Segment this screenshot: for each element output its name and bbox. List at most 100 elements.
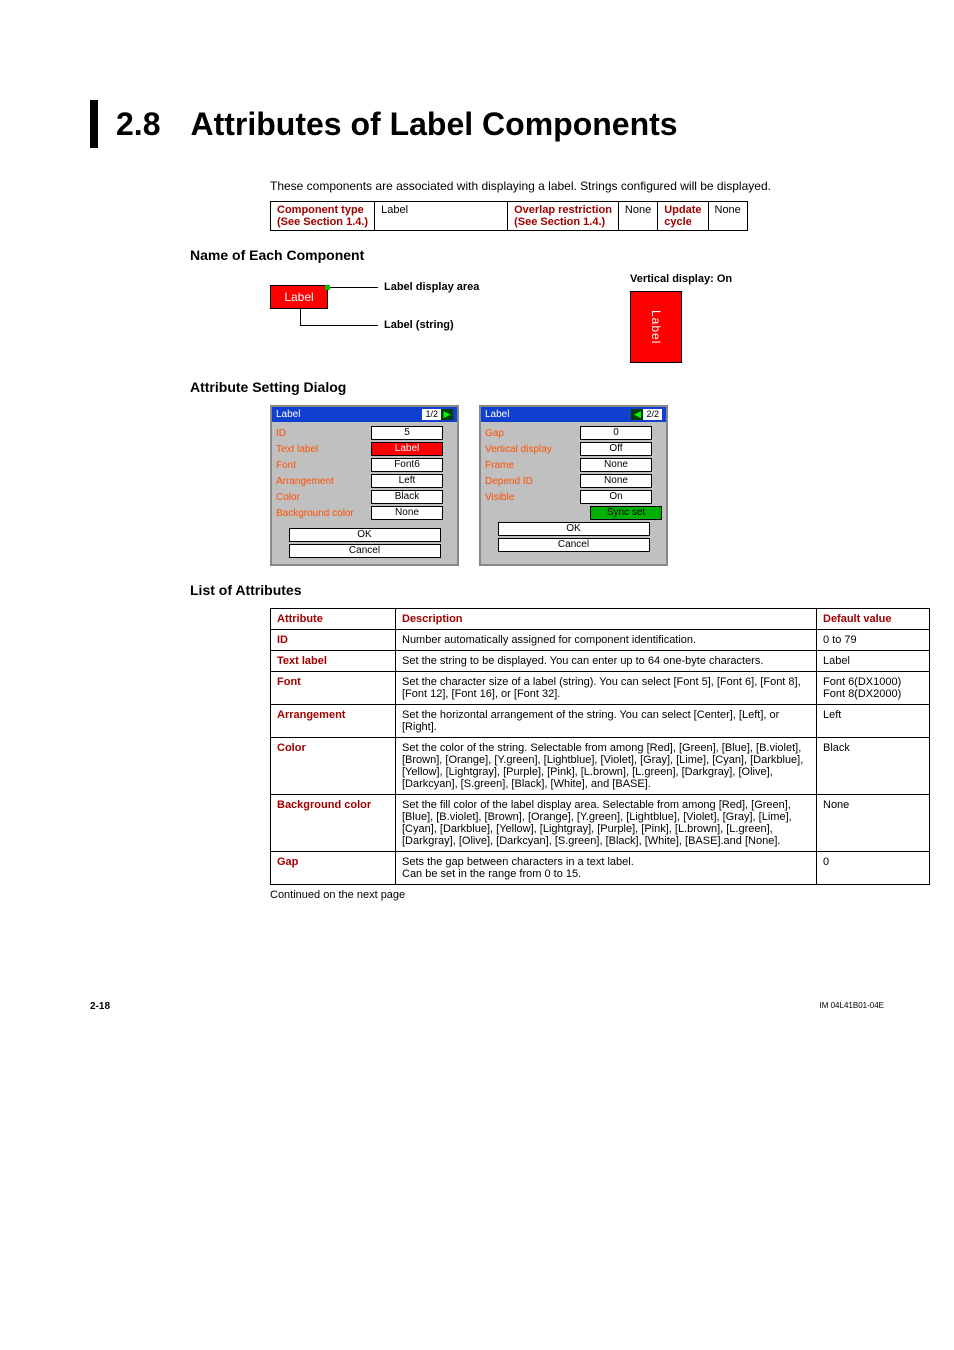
dialog-row: VisibleOn bbox=[485, 490, 662, 504]
dialog-field-label: Gap bbox=[485, 428, 580, 439]
dialog-row: FrameNone bbox=[485, 458, 662, 472]
attr-default-cell: Black bbox=[817, 738, 930, 795]
attr-default-cell: Label bbox=[817, 651, 930, 672]
diagram-area: Label Label display area Label (string) … bbox=[270, 273, 884, 363]
dialog-row: ID5 bbox=[276, 426, 453, 440]
type-header-2: Overlap restriction(See Section 1.4.) bbox=[508, 202, 619, 231]
attr-name-cell: Text label bbox=[271, 651, 396, 672]
diagram-left: Label Label display area Label (string) bbox=[270, 273, 550, 363]
attr-header-attribute: Attribute bbox=[271, 609, 396, 630]
pager-prev-icon[interactable]: ◀ bbox=[631, 409, 643, 420]
sync-set-button[interactable]: Sync set bbox=[590, 506, 662, 520]
diagram-right: Vertical display: On Label bbox=[630, 273, 790, 363]
attr-header-description: Description bbox=[396, 609, 817, 630]
attr-name-cell: ID bbox=[271, 630, 396, 651]
dialog-field-label: Font bbox=[276, 460, 371, 471]
attr-name-cell: Arrangement bbox=[271, 705, 396, 738]
attr-name-cell: Gap bbox=[271, 852, 396, 885]
component-type-table: Component type(See Section 1.4.) Label O… bbox=[270, 201, 748, 231]
dialog-field-value[interactable]: 5 bbox=[371, 426, 443, 440]
pager-next-icon[interactable]: ▶ bbox=[441, 409, 453, 420]
type-value-1: Label bbox=[375, 202, 508, 231]
chapter-title: Attributes of Label Components bbox=[190, 106, 677, 143]
dialog2-title: Label bbox=[485, 409, 509, 420]
attr-default-cell: None bbox=[817, 795, 930, 852]
dialog-field-value[interactable]: Black bbox=[371, 490, 443, 504]
chapter-title-row: 2.8 Attributes of Label Components bbox=[90, 100, 884, 148]
cancel-button[interactable]: Cancel bbox=[498, 538, 650, 552]
chapter-number: 2.8 bbox=[116, 106, 160, 143]
table-row: ArrangementSet the horizontal arrangemen… bbox=[271, 705, 930, 738]
attr-default-cell: 0 bbox=[817, 852, 930, 885]
dialog-field-value[interactable]: Label bbox=[371, 442, 443, 456]
dialog-field-label: Visible bbox=[485, 492, 580, 503]
dialog-row: Depend IDNone bbox=[485, 474, 662, 488]
vertical-title: Vertical display: On bbox=[630, 273, 790, 285]
dialog-field-value[interactable]: 0 bbox=[580, 426, 652, 440]
attr-default-cell: 0 to 79 bbox=[817, 630, 930, 651]
attr-desc-cell: Set the horizontal arrangement of the st… bbox=[396, 705, 817, 738]
dialog-row: Vertical displayOff bbox=[485, 442, 662, 456]
dialog1-pager: 1/2 ▶ bbox=[422, 409, 453, 420]
continued-note: Continued on the next page bbox=[270, 889, 884, 901]
attr-desc-cell: Set the string to be displayed. You can … bbox=[396, 651, 817, 672]
dialog2-pager: ◀ 2/2 bbox=[631, 409, 662, 420]
dialog-field-label: Vertical display bbox=[485, 444, 580, 455]
dialog-2: Label ◀ 2/2 Gap0Vertical displayOffFrame… bbox=[479, 405, 668, 566]
type-value-3: None bbox=[708, 202, 747, 231]
dialog-row: ColorBlack bbox=[276, 490, 453, 504]
attributes-table: Attribute Description Default value IDNu… bbox=[270, 608, 930, 885]
anno-label-string: Label (string) bbox=[384, 319, 454, 331]
footer-page-number: 2-18 bbox=[90, 1001, 110, 1012]
section-attr-dialog: Attribute Setting Dialog bbox=[190, 379, 884, 395]
cancel-button[interactable]: Cancel bbox=[289, 544, 441, 558]
chapter-bar bbox=[90, 100, 98, 148]
dialog-field-label: Depend ID bbox=[485, 476, 580, 487]
anno-display-area: Label display area bbox=[384, 281, 479, 293]
dialog-row: FontFont6 bbox=[276, 458, 453, 472]
dialog-field-label: Color bbox=[276, 492, 371, 503]
ok-button[interactable]: OK bbox=[498, 522, 650, 536]
intro-text: These components are associated with dis… bbox=[270, 178, 884, 195]
attr-header-default: Default value bbox=[817, 609, 930, 630]
table-row: GapSets the gap between characters in a … bbox=[271, 852, 930, 885]
dialog-field-label: ID bbox=[276, 428, 371, 439]
dialog-field-value[interactable]: On bbox=[580, 490, 652, 504]
dialog-field-value[interactable]: None bbox=[371, 506, 443, 520]
attr-desc-cell: Set the color of the string. Selectable … bbox=[396, 738, 817, 795]
dialog-row: Gap0 bbox=[485, 426, 662, 440]
dialog-row: ArrangementLeft bbox=[276, 474, 453, 488]
dialog1-titlebar: Label 1/2 ▶ bbox=[272, 407, 457, 422]
dialog-field-value[interactable]: Font6 bbox=[371, 458, 443, 472]
table-row: Text labelSet the string to be displayed… bbox=[271, 651, 930, 672]
attr-name-cell: Color bbox=[271, 738, 396, 795]
table-row: IDNumber automatically assigned for comp… bbox=[271, 630, 930, 651]
section-name-each: Name of Each Component bbox=[190, 247, 884, 263]
attr-desc-cell: Sets the gap between characters in a tex… bbox=[396, 852, 817, 885]
attr-name-cell: Background color bbox=[271, 795, 396, 852]
dialog-field-value[interactable]: Left bbox=[371, 474, 443, 488]
vertical-text: Label bbox=[649, 310, 663, 344]
dialog-field-label: Text label bbox=[276, 444, 371, 455]
table-row: FontSet the character size of a label (s… bbox=[271, 672, 930, 705]
dialog-field-label: Frame bbox=[485, 460, 580, 471]
dialog-field-value[interactable]: Off bbox=[580, 442, 652, 456]
footer-doc-id: IM 04L41B01-04E bbox=[820, 1001, 885, 1012]
label-box: Label bbox=[270, 285, 328, 309]
table-row: Background colorSet the fill color of th… bbox=[271, 795, 930, 852]
type-value-2: None bbox=[618, 202, 657, 231]
attr-default-cell: Font 6(DX1000)Font 8(DX2000) bbox=[817, 672, 930, 705]
dialog2-titlebar: Label ◀ 2/2 bbox=[481, 407, 666, 422]
dialog-field-value[interactable]: None bbox=[580, 458, 652, 472]
dialog-field-value[interactable]: None bbox=[580, 474, 652, 488]
page-footer: 2-18 IM 04L41B01-04E bbox=[90, 1001, 884, 1012]
attr-desc-cell: Number automatically assigned for compon… bbox=[396, 630, 817, 651]
attr-desc-cell: Set the fill color of the label display … bbox=[396, 795, 817, 852]
attr-default-cell: Left bbox=[817, 705, 930, 738]
attr-name-cell: Font bbox=[271, 672, 396, 705]
ok-button[interactable]: OK bbox=[289, 528, 441, 542]
dialog-1: Label 1/2 ▶ ID5Text labelLabelFontFont6A… bbox=[270, 405, 459, 566]
dialog-row: Background colorNone bbox=[276, 506, 453, 520]
dialog-field-label: Arrangement bbox=[276, 476, 371, 487]
dialogs: Label 1/2 ▶ ID5Text labelLabelFontFont6A… bbox=[270, 405, 884, 566]
